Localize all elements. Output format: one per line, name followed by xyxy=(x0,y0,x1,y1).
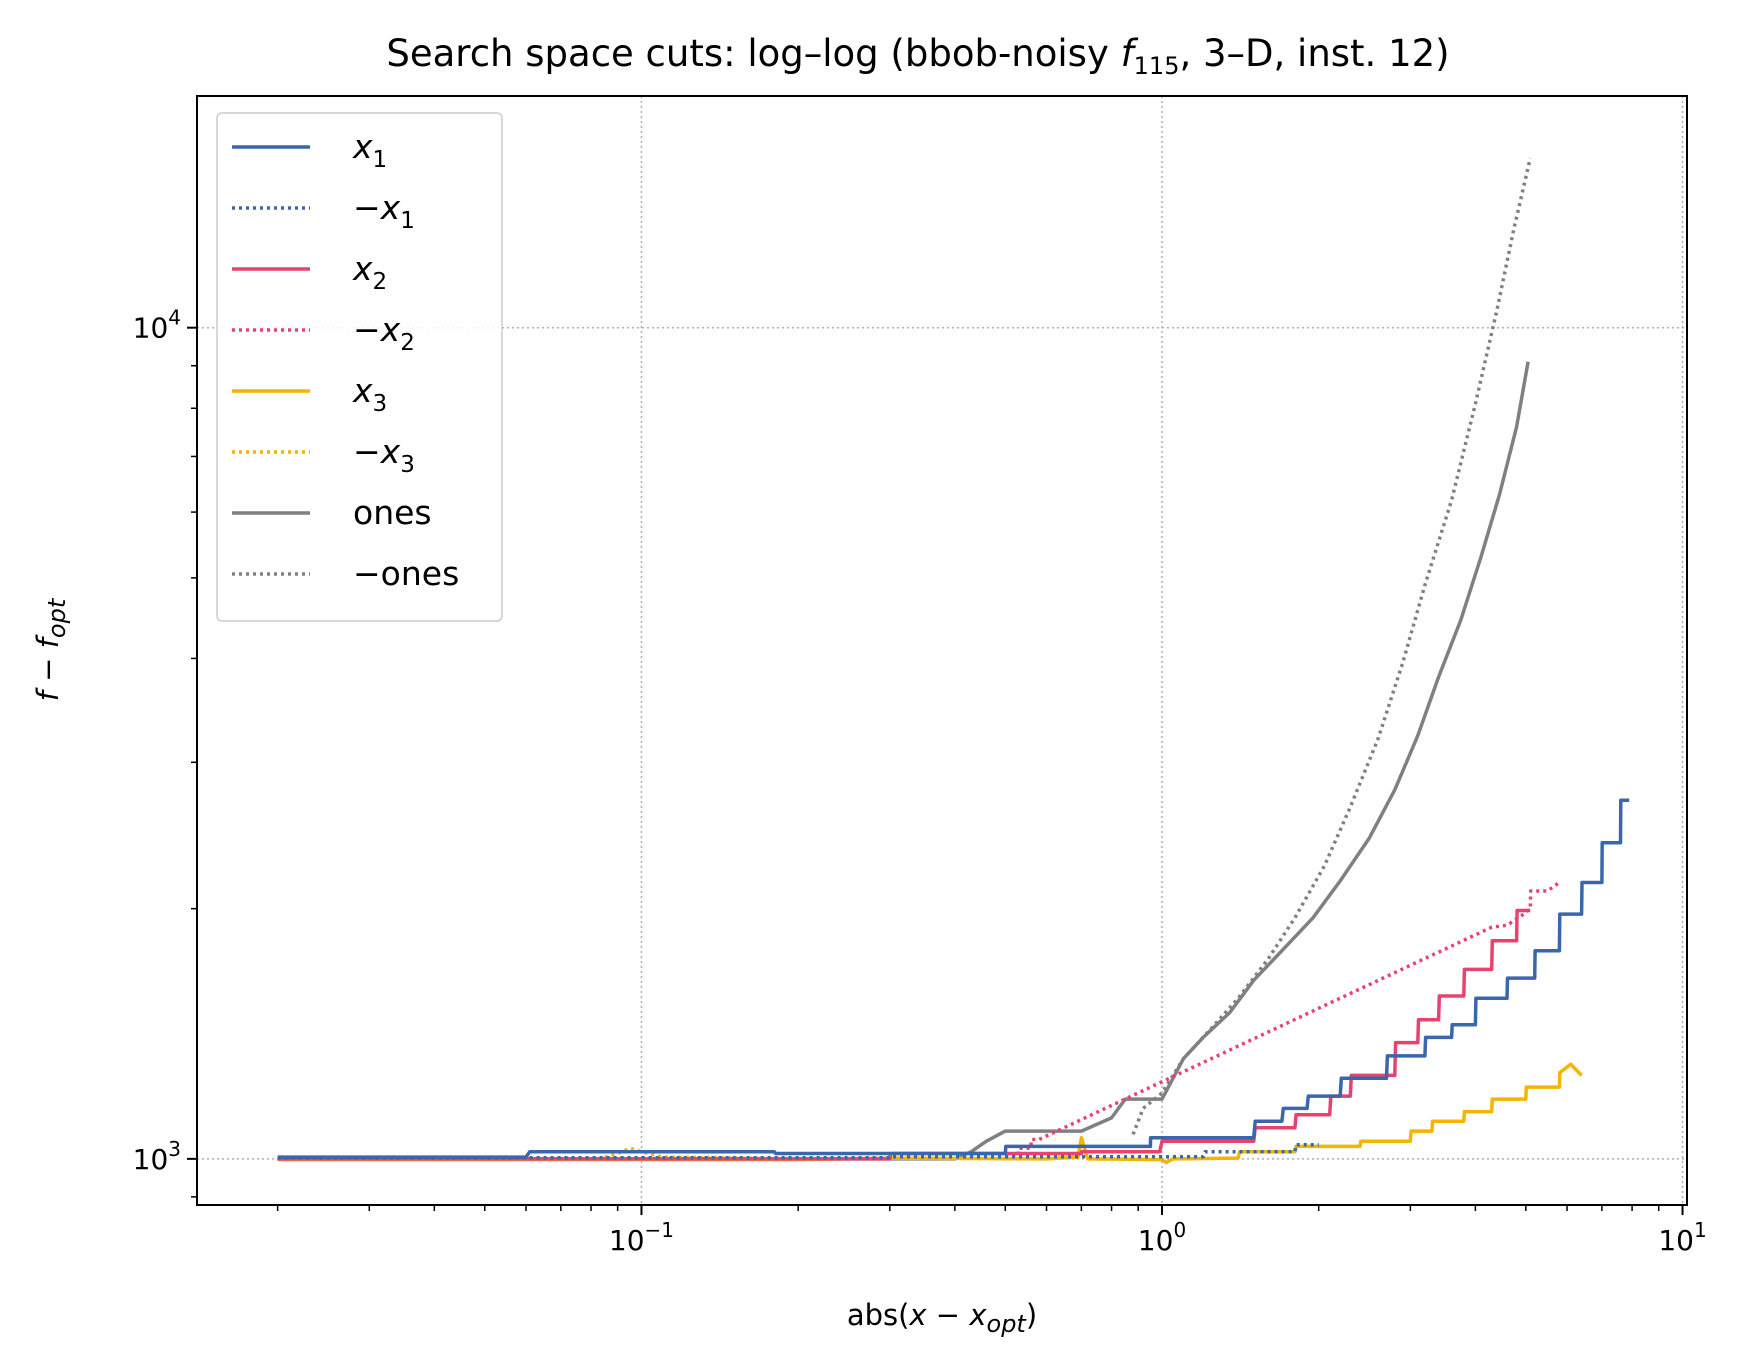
y-tick-label: 104 xyxy=(133,306,181,345)
plot-frame xyxy=(196,95,1688,1206)
chart-title: Search space cuts: log–log (bbob-noisy f… xyxy=(386,32,1449,80)
series-line xyxy=(277,1062,1583,1165)
legend: x1 −x1 x2 −x2 x3 −x3 ones −ones xyxy=(216,112,503,622)
series-line xyxy=(277,908,1531,1161)
legend-label: x3 xyxy=(352,371,387,417)
legend-box xyxy=(216,112,503,622)
series-lines xyxy=(277,157,1630,1165)
axis-ticks: 10−1 100 101 103 104 xyxy=(133,306,1707,1257)
legend-label: x1 xyxy=(352,127,387,173)
legend-label: −ones xyxy=(353,554,459,593)
legend-label: −x1 xyxy=(353,188,415,234)
series-line xyxy=(1005,881,1561,1158)
legend-label: ones xyxy=(353,493,432,532)
x-tick-label: 10−1 xyxy=(609,1218,674,1257)
x-axis-label: abs(x − xopt) xyxy=(847,1298,1037,1338)
legend-label: x2 xyxy=(352,249,387,295)
x-tick-label: 101 xyxy=(1658,1218,1706,1257)
y-tick-label: 103 xyxy=(133,1137,181,1176)
legend-label: −x2 xyxy=(353,310,415,356)
legend-label: −x3 xyxy=(353,432,415,478)
series-line xyxy=(277,798,1630,1159)
x-tick-label: 100 xyxy=(1138,1218,1186,1257)
series-line xyxy=(277,361,1530,1161)
